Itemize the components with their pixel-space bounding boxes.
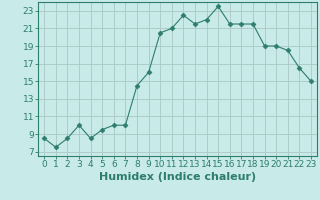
X-axis label: Humidex (Indice chaleur): Humidex (Indice chaleur) — [99, 172, 256, 182]
